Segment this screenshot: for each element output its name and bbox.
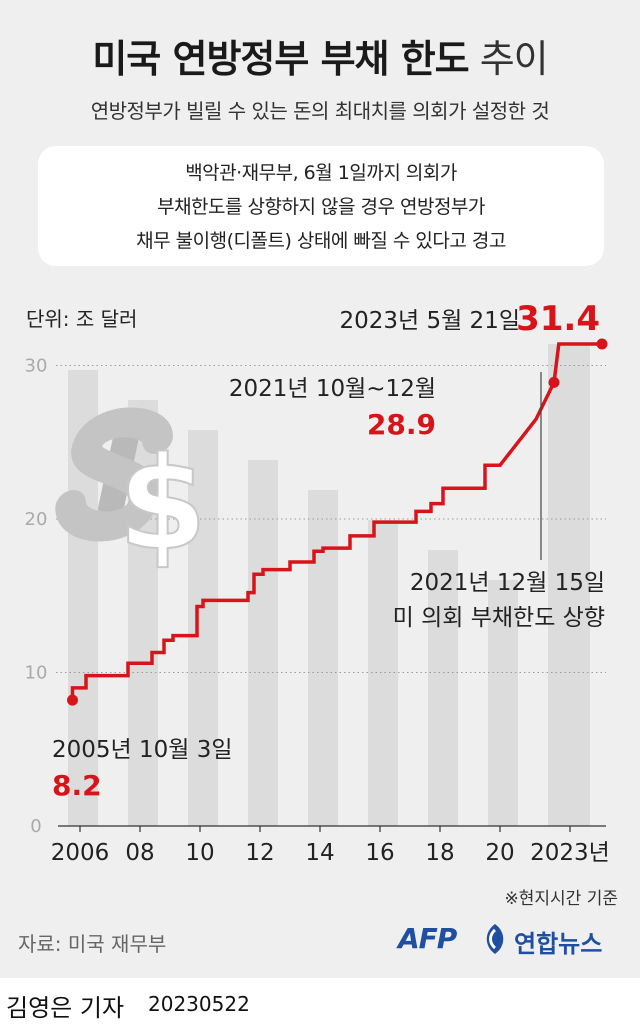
data-point bbox=[67, 694, 78, 706]
source-label: 자료: 미국 재무부 bbox=[18, 932, 167, 956]
x-tick-label: 10 bbox=[185, 840, 214, 866]
footnote: ※현지시간 기준 bbox=[504, 889, 619, 909]
note-line: 백악관·재무부, 6월 1일까지 의회가 bbox=[185, 162, 457, 184]
publish-date: 20230522 bbox=[148, 992, 250, 1016]
x-tick-label: 14 bbox=[305, 840, 334, 866]
background-bar bbox=[248, 460, 278, 826]
background-bar bbox=[488, 580, 518, 826]
unit-label: 단위: 조 달러 bbox=[26, 307, 138, 331]
y-tick-label: 0 bbox=[30, 816, 41, 837]
page-title: 미국 연방정부 부채 한도 추이 bbox=[0, 28, 640, 83]
y-tick-label: 30 bbox=[25, 356, 48, 377]
x-tick-label: 18 bbox=[425, 840, 454, 866]
background-bar bbox=[308, 490, 338, 826]
annotation-date: 2023년 5월 21일 bbox=[339, 308, 520, 334]
background-bar bbox=[188, 430, 218, 826]
dollar-sign-icon: $ bbox=[55, 407, 208, 580]
background-bar bbox=[428, 550, 458, 826]
x-tick-label: 16 bbox=[365, 840, 394, 866]
annotation-value: 8.2 bbox=[52, 769, 102, 802]
annotation-date: 2005년 10월 3일 bbox=[52, 737, 233, 763]
title-bold: 미국 연방정부 부채 한도 bbox=[92, 37, 469, 81]
y-tick-label: 20 bbox=[25, 509, 48, 530]
note-line: 채무 불이행(디폴트) 상태에 빠질 수 있다고 경고 bbox=[136, 230, 506, 252]
x-tick-label: 12 bbox=[245, 840, 274, 866]
y-tick-label: 10 bbox=[25, 663, 48, 684]
afp-logo: AFP bbox=[398, 922, 457, 955]
x-tick-label: 2023년 bbox=[530, 840, 610, 866]
annotation-date: 2021년 10월~12월 bbox=[229, 376, 436, 402]
debt-limit-chart: $ 0 10 20 30 2006 08 10 12 14 16 18 20 2023년 2005년 … bbox=[25, 299, 610, 866]
annotation-value: 28.9 bbox=[367, 408, 436, 441]
svg-text:$: $ bbox=[118, 430, 207, 579]
data-point bbox=[548, 376, 560, 388]
yonhap-logo-text: 연합뉴스 bbox=[514, 930, 603, 958]
x-tick-label: 20 bbox=[485, 840, 514, 866]
annotation-text: 미 의회 부채한도 상향 bbox=[393, 605, 605, 631]
background-bar bbox=[548, 344, 590, 826]
subtitle: 연방정부가 빌릴 수 있는 돈의 최대치를 의회가 설정한 것 bbox=[90, 99, 550, 123]
x-tick-label: 08 bbox=[125, 840, 154, 866]
annotation-value: 31.4 bbox=[516, 299, 600, 339]
title-light: 추이 bbox=[468, 37, 549, 81]
reporter-name: 김영은 기자 bbox=[6, 994, 125, 1022]
note-line: 부채한도를 상향하지 않을 경우 연방정부가 bbox=[157, 196, 485, 218]
series-line bbox=[70, 342, 602, 701]
background-bar bbox=[368, 520, 398, 826]
yonhap-logo-icon bbox=[486, 924, 504, 954]
note-box: 백악관·재무부, 6월 1일까지 의회가 부채한도를 상향하지 않을 경우 연방… bbox=[38, 146, 604, 266]
data-point bbox=[596, 338, 608, 350]
x-tick-label: 2006 bbox=[51, 840, 110, 866]
annotation-date: 2021년 12월 15일 bbox=[410, 570, 605, 596]
